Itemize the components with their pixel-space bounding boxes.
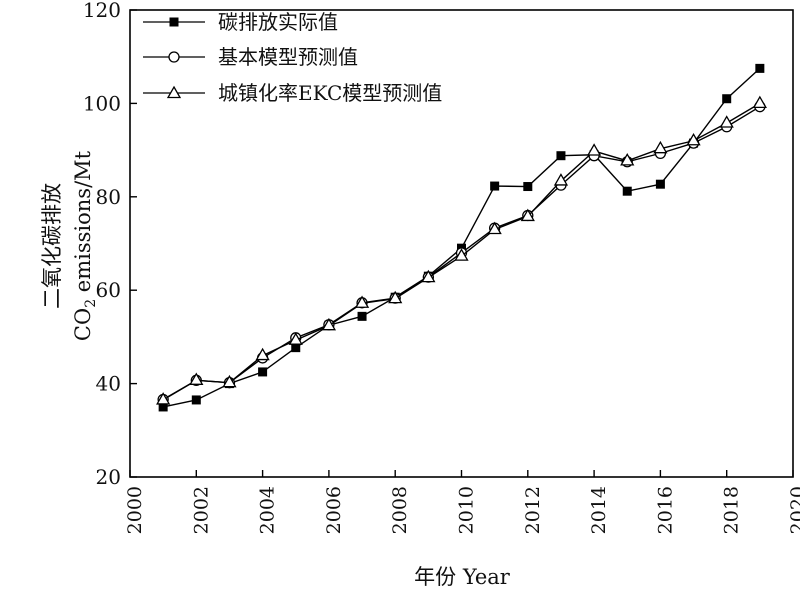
data-point-ekc xyxy=(620,153,635,166)
legend-marker-actual xyxy=(169,17,179,27)
y-tick-label: 20 xyxy=(96,465,121,489)
data-point-actual xyxy=(523,182,533,192)
x-tick-label: 2000 xyxy=(124,486,146,534)
data-point-actual xyxy=(556,151,566,161)
x-tick-label: 2018 xyxy=(721,486,743,534)
legend-marker-basic xyxy=(168,51,180,63)
data-point-actual xyxy=(490,181,500,191)
x-tick-label: 2008 xyxy=(389,486,411,534)
data-point-ekc xyxy=(454,248,469,261)
data-point-ekc xyxy=(388,290,403,304)
series-layer xyxy=(156,63,767,412)
x-tick-label: 2010 xyxy=(456,486,478,534)
data-point-ekc xyxy=(321,317,337,331)
legend-entry-ekc: 城镇化率EKC模型预测值 xyxy=(143,81,442,105)
y-axis-label-rest: emissions/Mt xyxy=(71,150,95,299)
data-point-ekc xyxy=(586,143,602,156)
y-axis-label-line2: CO2 emissions/Mt xyxy=(71,150,99,341)
data-point-ekc xyxy=(288,332,303,345)
data-point-ekc xyxy=(653,140,668,154)
axis-ticks: 2000 2002 2004 2006 2008 2010 2012 2014 2016 2018… xyxy=(83,0,800,534)
y-axis-label-subscript: 2 xyxy=(83,299,99,308)
data-point-ekc xyxy=(156,392,171,405)
data-point-actual xyxy=(158,402,168,412)
data-point-actual xyxy=(291,343,301,353)
data-point-actual xyxy=(655,179,665,189)
x-tick-label: 2014 xyxy=(588,486,610,534)
data-point-actual xyxy=(755,63,765,73)
series-ekc xyxy=(156,95,767,405)
y-tick-label: 40 xyxy=(96,372,121,396)
data-point-actual xyxy=(622,186,632,196)
legend: 碳排放实际值 基本模型预测值 城镇化率EKC模型预测值 xyxy=(143,10,442,105)
data-point-actual xyxy=(258,367,268,377)
y-tick-label: 80 xyxy=(96,185,121,209)
x-tick-label: 2020 xyxy=(787,486,800,534)
y-tick-label: 100 xyxy=(83,91,121,115)
series-actual xyxy=(158,63,765,412)
data-point-ekc xyxy=(487,221,502,235)
x-tick-label: 2002 xyxy=(190,486,212,534)
y-tick-label: 60 xyxy=(96,278,121,302)
data-point-actual xyxy=(357,311,367,321)
data-point-ekc xyxy=(553,173,569,186)
y-axis-label: 二氧化碳排放 CO2 emissions/Mt xyxy=(40,150,99,341)
x-tick-label: 2006 xyxy=(323,486,345,534)
data-point-ekc xyxy=(189,372,204,385)
series-line-actual xyxy=(163,67,761,408)
data-point-ekc xyxy=(222,374,237,388)
legend-label-actual: 碳排放实际值 xyxy=(218,10,338,34)
data-point-ekc xyxy=(686,132,701,146)
data-point-actual xyxy=(722,94,732,104)
data-point-ekc xyxy=(719,115,734,128)
x-tick-label: 2012 xyxy=(522,486,544,534)
data-point-ekc xyxy=(354,295,370,308)
data-point-ekc xyxy=(421,269,436,283)
legend-label-basic: 基本模型预测值 xyxy=(218,45,358,69)
data-point-ekc xyxy=(752,95,767,109)
data-point-actual xyxy=(191,395,201,405)
legend-entry-actual: 碳排放实际值 xyxy=(143,10,338,34)
legend-entry-basic: 基本模型预测值 xyxy=(143,45,358,69)
y-axis-label-co: CO xyxy=(71,308,95,341)
x-tick-label: 2004 xyxy=(257,486,279,534)
x-tick-label: 2016 xyxy=(654,486,676,534)
x-axis-label: 年份 Year xyxy=(414,565,511,589)
data-point-ekc xyxy=(520,208,535,222)
y-tick-label: 120 xyxy=(83,0,121,22)
legend-marker-ekc xyxy=(166,85,182,99)
legend-label-ekc: 城镇化率EKC模型预测值 xyxy=(218,81,442,105)
y-axis-label-line1: 二氧化碳排放 xyxy=(40,183,64,309)
data-point-ekc xyxy=(255,347,270,361)
